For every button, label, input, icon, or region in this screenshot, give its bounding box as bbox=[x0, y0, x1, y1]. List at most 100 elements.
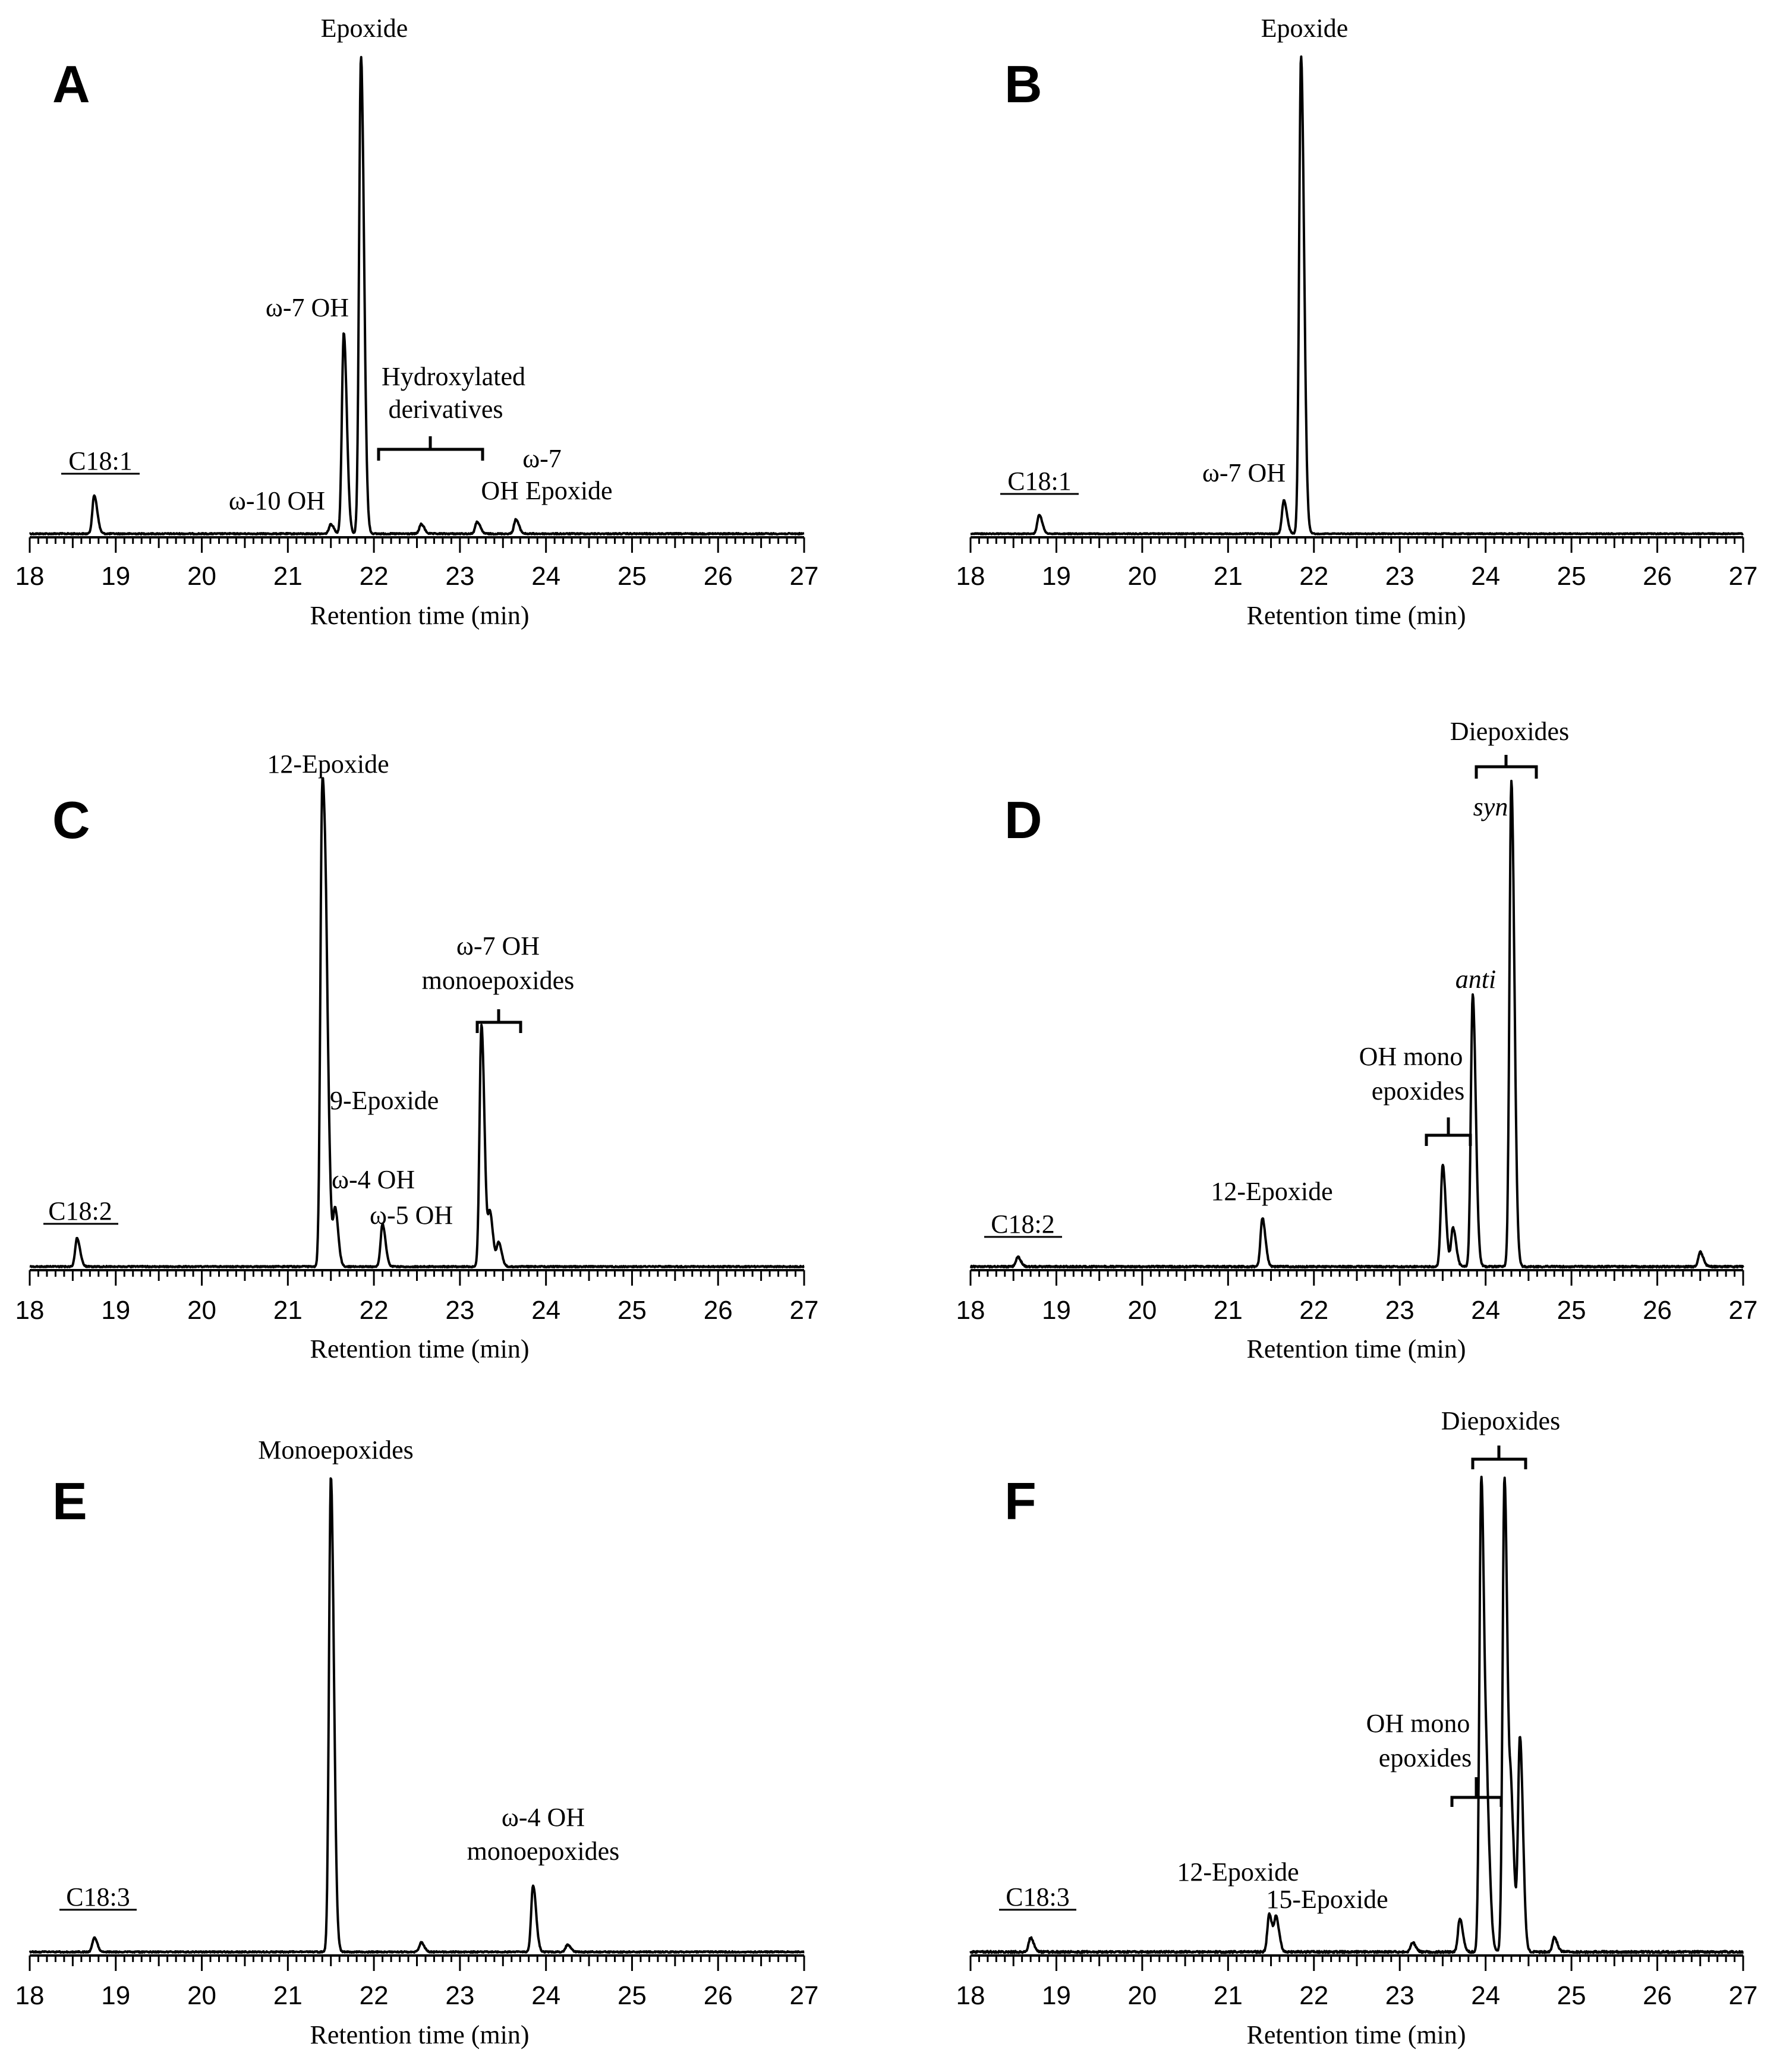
chromatogram-trace bbox=[969, 779, 1744, 1269]
x-tick-label: 25 bbox=[618, 562, 647, 591]
x-tick-label: 27 bbox=[1729, 562, 1758, 591]
x-tick-label: 22 bbox=[360, 1981, 389, 2010]
panel-d: D Diepoxides syn anti OH mono epoxides 1… bbox=[956, 717, 1758, 1364]
panel-f: F Diepoxides OH mono epoxides 12-Epoxide… bbox=[956, 1406, 1758, 2049]
x-tick-label: 24 bbox=[531, 562, 560, 591]
bracket-monoepoxides bbox=[475, 1009, 522, 1033]
panel-letter: E bbox=[52, 1472, 87, 1531]
x-tick-label: 27 bbox=[790, 562, 819, 591]
chromatogram-trace bbox=[969, 1475, 1744, 1954]
chromatogram-trace bbox=[969, 55, 1744, 536]
panel-a: A Epoxide ω-7 OH Hydroxylated derivative… bbox=[15, 14, 819, 630]
x-tick-label: 18 bbox=[15, 1296, 45, 1325]
x-tick-label: 27 bbox=[1729, 1296, 1758, 1325]
annotation-15-epoxide: 15-Epoxide bbox=[1266, 1885, 1388, 1914]
x-tick-label: 21 bbox=[1214, 562, 1243, 591]
x-tick-label: 26 bbox=[1643, 562, 1672, 591]
annotation-omega7-oh: ω-7 OH bbox=[266, 293, 349, 322]
substrate-label: C18:3 bbox=[66, 1882, 130, 1912]
x-tick-label: 20 bbox=[1127, 1296, 1157, 1325]
x-ticks bbox=[29, 1956, 805, 1971]
annotation-monoepoxides: monoepoxides bbox=[422, 966, 575, 995]
annotation-epoxides: epoxides bbox=[1372, 1076, 1464, 1106]
annotation-diepoxides: Diepoxides bbox=[1450, 717, 1569, 746]
x-tick-label: 24 bbox=[1471, 1981, 1500, 2010]
x-tick-label: 18 bbox=[15, 1981, 45, 2010]
annotation-derivatives: derivatives bbox=[388, 395, 503, 424]
substrate-label: C18:2 bbox=[991, 1210, 1055, 1239]
annotation-12-epoxide: 12-Epoxide bbox=[1177, 1857, 1299, 1887]
panel-letter: F bbox=[1004, 1472, 1037, 1531]
x-tick-label: 27 bbox=[790, 1981, 819, 2010]
x-tick-label: 19 bbox=[1042, 1296, 1071, 1325]
annotation-omega7-oh: ω-7 OH bbox=[456, 931, 540, 961]
x-tick-label: 20 bbox=[187, 1981, 216, 2010]
x-tick-label: 22 bbox=[360, 562, 389, 591]
annotation-anti: anti bbox=[1455, 965, 1496, 994]
x-tick-label: 20 bbox=[187, 1296, 216, 1325]
x-tick-label: 23 bbox=[445, 1296, 474, 1325]
x-ticks bbox=[29, 537, 805, 553]
annotation-omega4-oh: ω-4 OH bbox=[502, 1803, 585, 1832]
bracket-oh-mono-epoxides bbox=[1425, 1117, 1472, 1146]
x-tick-label: 24 bbox=[1471, 562, 1500, 591]
x-tick-label: 19 bbox=[101, 562, 130, 591]
x-axis-label: Retention time (min) bbox=[1246, 1334, 1466, 1364]
x-tick-label: 21 bbox=[1214, 1296, 1243, 1325]
x-tick-label: 18 bbox=[15, 562, 45, 591]
x-tick-label: 23 bbox=[1385, 1296, 1414, 1325]
annotation-omega7: ω-7 bbox=[522, 444, 562, 473]
bracket-oh-mono-epoxides bbox=[1450, 1777, 1503, 1807]
chromatogram-trace bbox=[29, 56, 805, 536]
panel-letter: C bbox=[52, 791, 90, 849]
x-tick-label: 18 bbox=[956, 1981, 985, 2010]
x-tick-label: 19 bbox=[1042, 562, 1071, 591]
x-tick-label: 23 bbox=[445, 1981, 474, 2010]
x-tick-label: 24 bbox=[1471, 1296, 1500, 1325]
annotation-9-epoxide: 9-Epoxide bbox=[330, 1086, 439, 1115]
panel-letter: B bbox=[1004, 55, 1042, 114]
x-axis-label: Retention time (min) bbox=[1246, 2020, 1466, 2049]
x-tick-label: 18 bbox=[956, 562, 985, 591]
x-ticks bbox=[969, 1270, 1744, 1286]
x-tick-label: 24 bbox=[531, 1296, 560, 1325]
annotation-monoepoxides-2: monoepoxides bbox=[467, 1837, 620, 1866]
x-tick-label: 25 bbox=[1557, 1296, 1586, 1325]
annotation-epoxide: Epoxide bbox=[1261, 14, 1349, 43]
annotation-monoepoxides: Monoepoxides bbox=[258, 1435, 414, 1465]
substrate-label: C18:1 bbox=[68, 446, 133, 476]
x-ticks bbox=[969, 1956, 1744, 1971]
x-tick-label: 21 bbox=[273, 562, 303, 591]
annotation-diepoxides: Diepoxides bbox=[1441, 1406, 1560, 1435]
x-tick-label: 20 bbox=[1127, 1981, 1157, 2010]
x-tick-label: 27 bbox=[790, 1296, 819, 1325]
x-tick-label: 25 bbox=[618, 1296, 647, 1325]
annotation-oh-mono: OH mono bbox=[1366, 1709, 1470, 1738]
x-tick-label: 21 bbox=[273, 1296, 303, 1325]
x-ticks bbox=[29, 1270, 805, 1286]
chromatogram-trace bbox=[29, 1477, 805, 1954]
x-tick-label: 27 bbox=[1729, 1981, 1758, 2010]
annotation-epoxides: epoxides bbox=[1379, 1743, 1472, 1772]
x-tick-label: 25 bbox=[618, 1981, 647, 2010]
annotation-epoxide: Epoxide bbox=[321, 14, 408, 43]
x-tick-label: 22 bbox=[360, 1296, 389, 1325]
annotation-oh-epoxide: OH Epoxide bbox=[481, 476, 612, 505]
annotation-omega10-oh: ω-10 OH bbox=[229, 486, 325, 515]
x-tick-label: 26 bbox=[704, 562, 733, 591]
x-tick-label: 24 bbox=[531, 1981, 560, 2010]
x-tick-label: 23 bbox=[445, 562, 474, 591]
bracket-hydroxylated bbox=[377, 436, 484, 461]
x-tick-label: 25 bbox=[1557, 1981, 1586, 2010]
x-tick-label: 21 bbox=[273, 1981, 303, 2010]
substrate-label: C18:2 bbox=[48, 1196, 112, 1226]
x-tick-label: 21 bbox=[1214, 1981, 1243, 2010]
panel-letter: D bbox=[1004, 791, 1042, 849]
x-tick-label: 19 bbox=[101, 1296, 130, 1325]
panel-b: B Epoxide ω-7 OH C18:1 18 19 20 21 22 23… bbox=[956, 14, 1758, 630]
x-axis-label: Retention time (min) bbox=[310, 2020, 529, 2049]
x-tick-label: 19 bbox=[1042, 1981, 1071, 2010]
bracket-diepoxides bbox=[1475, 755, 1538, 779]
panel-letter: A bbox=[52, 55, 90, 114]
